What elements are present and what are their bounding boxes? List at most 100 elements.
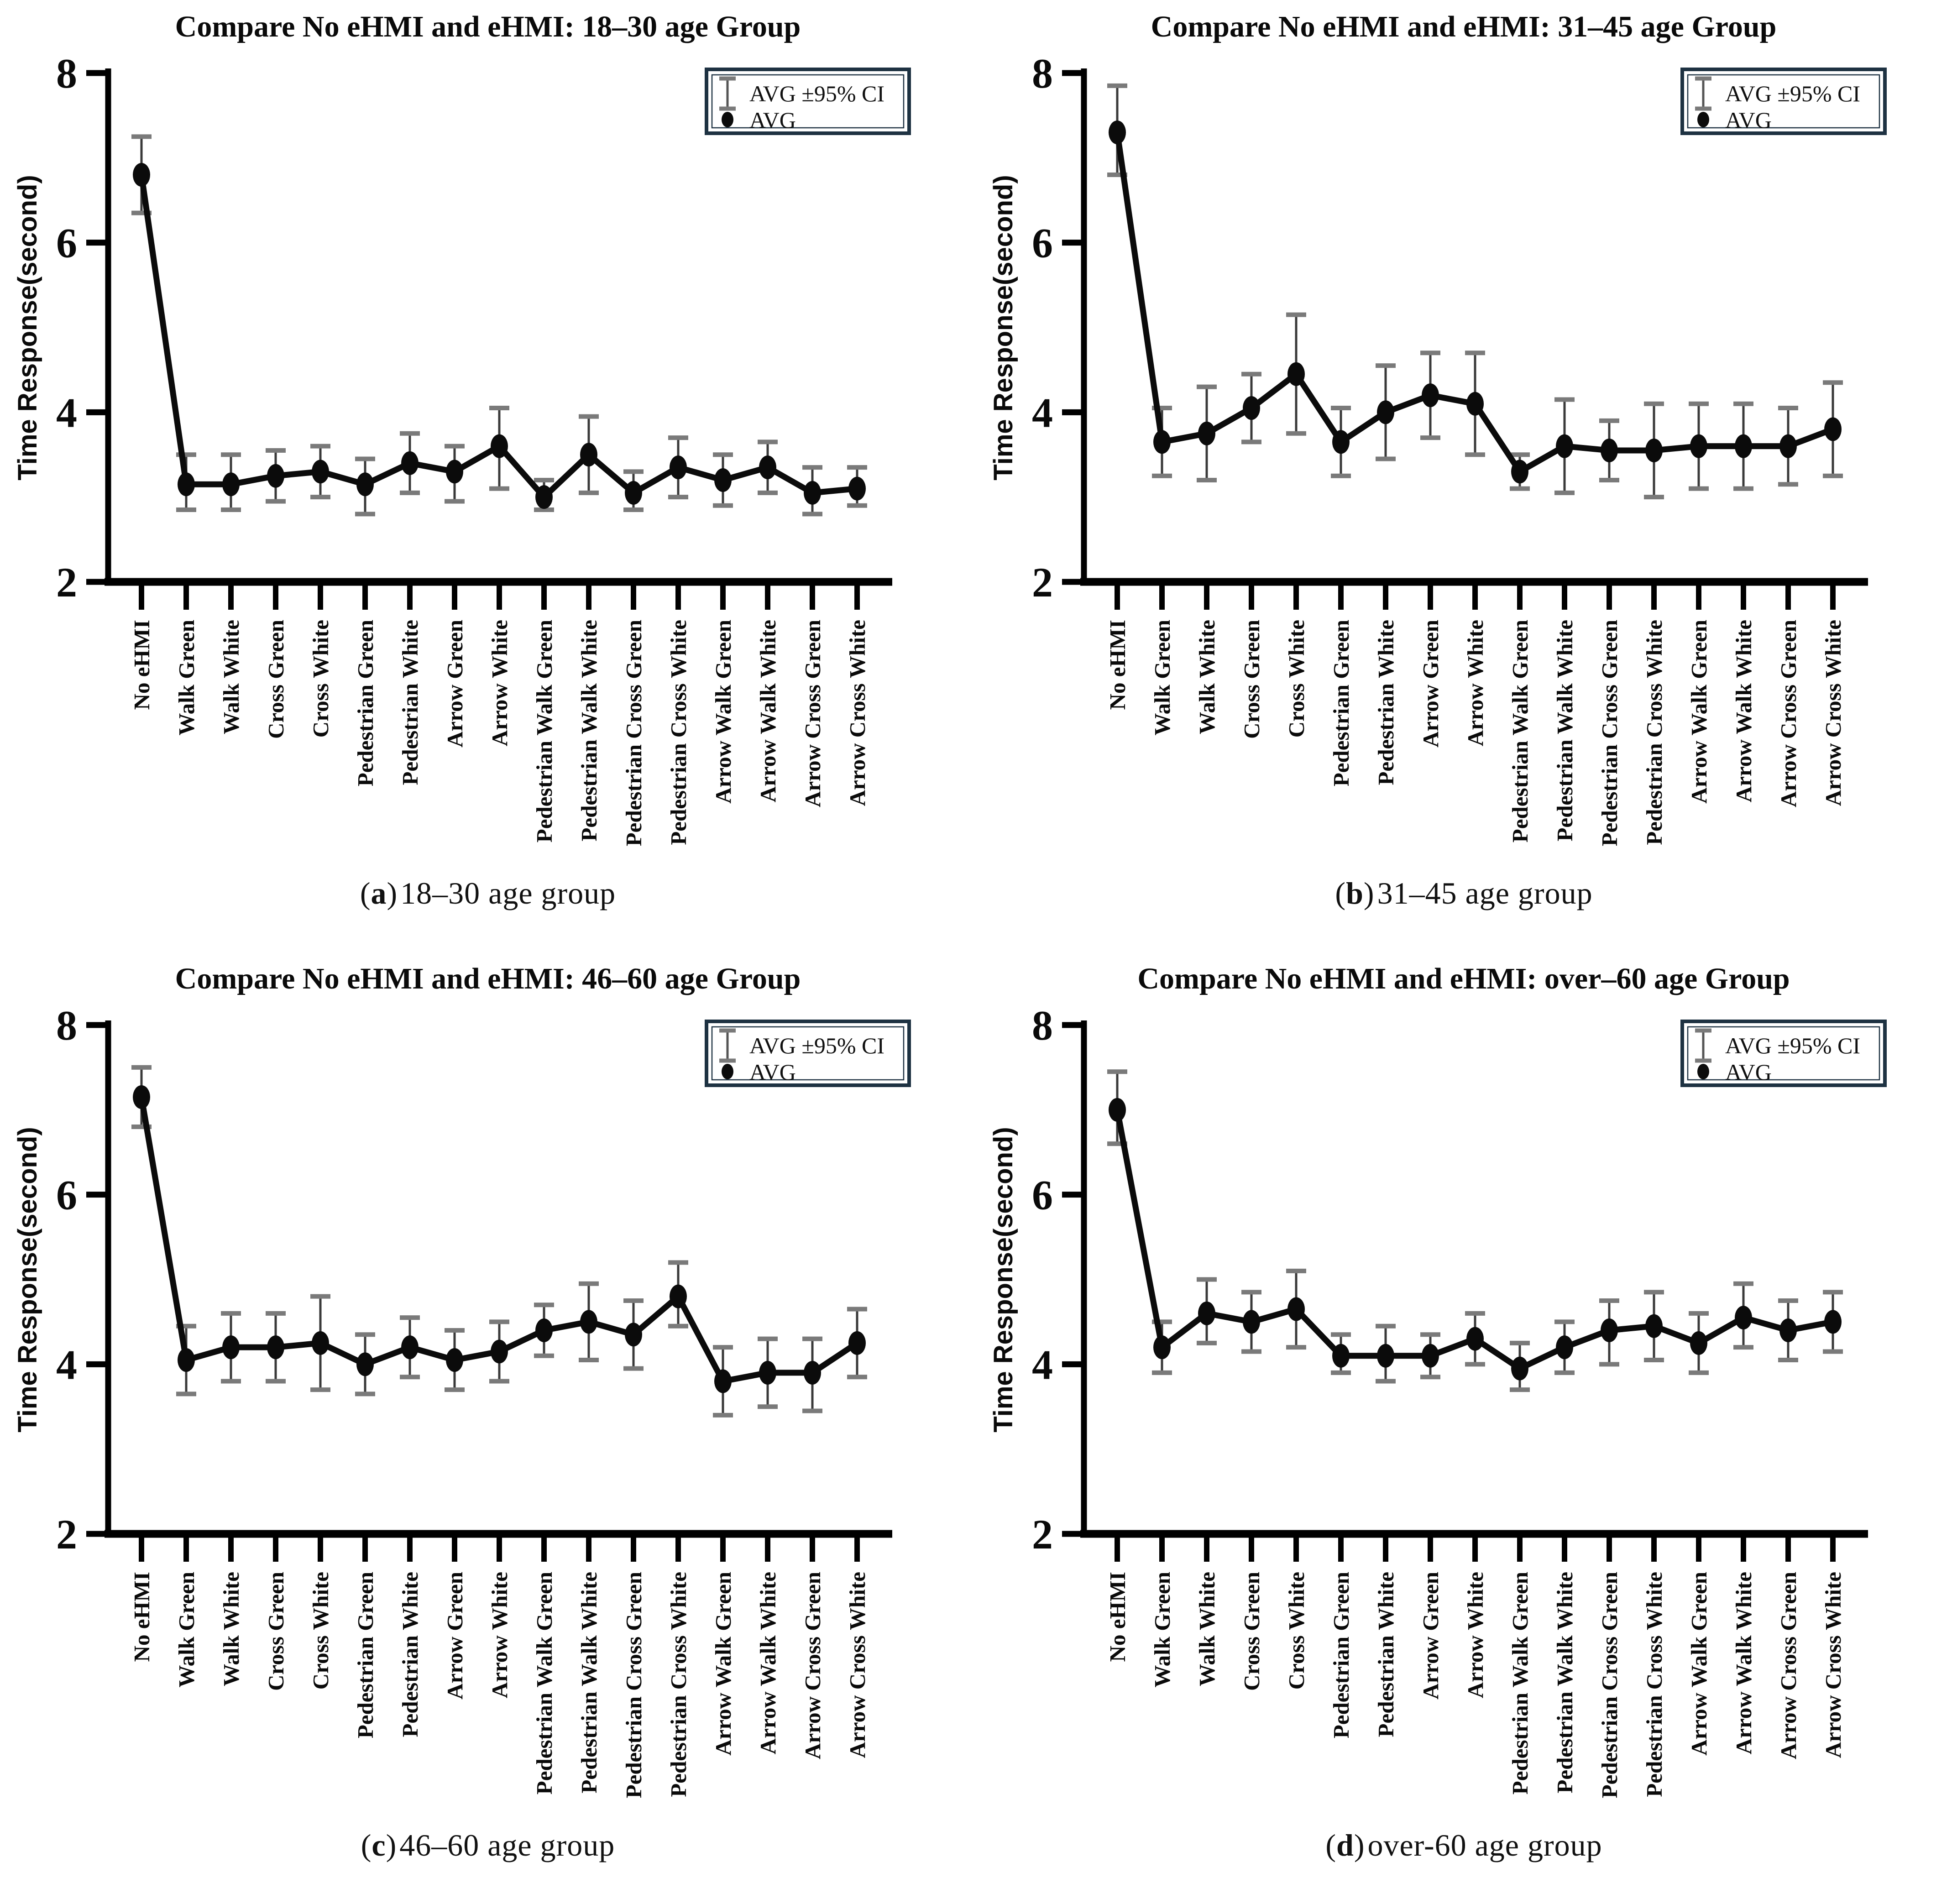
chart-title: Compare No eHMI and eHMI: 18–30 age Grou… xyxy=(175,10,801,43)
data-point xyxy=(356,1352,374,1376)
x-tick-label: Walk White xyxy=(1194,620,1219,734)
data-point xyxy=(1824,417,1842,441)
data-point xyxy=(1287,1297,1305,1321)
x-tick-label: Arrow Walk Green xyxy=(711,620,736,804)
x-tick-label: Arrow Cross White xyxy=(1821,620,1846,806)
data-point xyxy=(848,1331,866,1355)
x-tick-label: Arrow White xyxy=(1463,620,1488,746)
data-point xyxy=(848,476,866,501)
data-point xyxy=(535,485,553,509)
caption-text: 18–30 age group xyxy=(400,876,616,910)
data-point xyxy=(222,472,240,497)
y-tick-label: 2 xyxy=(56,559,77,606)
data-point xyxy=(625,1323,642,1347)
x-tick-label: Arrow Cross White xyxy=(845,1572,870,1758)
legend-avg-icon xyxy=(722,112,733,127)
x-tick-label: Pedestrian White xyxy=(1373,1572,1398,1737)
caption-letter: d xyxy=(1336,1828,1354,1862)
legend-box-inner xyxy=(711,1026,905,1081)
data-point xyxy=(491,434,508,458)
caption-paren-close: ) xyxy=(1363,876,1375,910)
data-point xyxy=(1422,383,1439,408)
data-point xyxy=(1556,1335,1573,1360)
x-tick-label: Walk Green xyxy=(1150,620,1175,736)
legend-box xyxy=(1680,68,1887,135)
x-tick-label: Pedestrian White xyxy=(1373,620,1398,785)
data-point xyxy=(580,1310,597,1334)
caption-paren-open: ( xyxy=(1335,876,1346,910)
chart-46-60: Compare No eHMI and eHMI: 46–60 age Grou… xyxy=(13,962,911,1798)
caption-paren-open: ( xyxy=(1325,1828,1337,1862)
data-point xyxy=(1287,362,1305,386)
y-tick-label: 8 xyxy=(56,50,77,97)
x-tick-label: Pedestrian Walk White xyxy=(576,1572,602,1794)
x-tick-label: No eHMI xyxy=(1105,620,1130,710)
legend-avg-icon xyxy=(1697,1064,1709,1079)
data-point xyxy=(222,1335,240,1360)
x-tick-label: Pedestrian Cross White xyxy=(1642,620,1667,845)
x-tick-label: Pedestrian Walk White xyxy=(576,620,602,842)
x-tick-label: Arrow Walk White xyxy=(1731,620,1756,802)
x-tick-label: Pedestrian Cross Green xyxy=(1597,620,1622,846)
data-point xyxy=(491,1339,508,1364)
y-axis-label: Time Response(second) xyxy=(13,175,42,480)
x-tick-label: Pedestrian Green xyxy=(353,1572,378,1738)
caption-text: 46–60 age group xyxy=(399,1828,615,1862)
x-tick-label: Arrow Green xyxy=(1418,620,1443,748)
x-tick-label: Cross White xyxy=(308,620,333,738)
data-point xyxy=(1466,392,1484,416)
panel-d: Compare No eHMI and eHMI: over–60 age Gr… xyxy=(976,952,1952,1904)
data-point xyxy=(1511,1356,1528,1381)
x-tick-label: Walk White xyxy=(219,620,244,734)
x-tick-label: Arrow Cross Green xyxy=(1776,620,1801,807)
x-tick-label: Pedestrian Green xyxy=(1329,1572,1354,1738)
data-point xyxy=(1511,460,1528,484)
data-point xyxy=(1198,1301,1215,1325)
x-tick-label: Pedestrian White xyxy=(398,1572,423,1737)
y-tick-label: 2 xyxy=(1032,1511,1053,1558)
data-point xyxy=(1601,1318,1618,1342)
legend-box-inner xyxy=(711,74,905,129)
x-tick-label: Pedestrian Cross Green xyxy=(1597,1572,1622,1798)
y-tick-label: 4 xyxy=(56,389,77,436)
data-point xyxy=(1332,430,1350,454)
x-tick-label: No eHMI xyxy=(129,1572,154,1662)
panel-caption: (c)46–60 age group xyxy=(0,1827,976,1863)
data-point xyxy=(1601,438,1618,462)
x-tick-label: Arrow Cross White xyxy=(1821,1572,1846,1758)
legend-avg-icon xyxy=(722,1064,733,1079)
data-point xyxy=(312,460,329,484)
x-tick-label: Arrow Walk Green xyxy=(1686,620,1711,804)
data-point xyxy=(1556,434,1573,458)
caption-letter: c xyxy=(372,1828,386,1862)
chart-over-60: Compare No eHMI and eHMI: over–60 age Gr… xyxy=(989,962,1887,1798)
data-point xyxy=(804,1360,821,1385)
caption-text: over-60 age group xyxy=(1367,1828,1602,1862)
x-tick-label: Cross Green xyxy=(1239,620,1264,739)
legend-ci-label: AVG ±95% CI xyxy=(749,1033,884,1058)
x-tick-label: Cross Green xyxy=(1239,1572,1264,1691)
data-point xyxy=(670,455,687,480)
x-tick-label: Pedestrian Walk Green xyxy=(1507,1572,1533,1794)
data-point xyxy=(178,1348,195,1372)
x-tick-label: Arrow Cross White xyxy=(845,620,870,806)
data-point xyxy=(1779,1318,1797,1342)
x-tick-label: Walk White xyxy=(219,1572,244,1686)
x-tick-label: Pedestrian Walk Green xyxy=(532,620,557,842)
data-point xyxy=(312,1331,329,1355)
x-tick-label: Pedestrian Cross White xyxy=(666,1572,691,1797)
x-tick-label: Pedestrian Cross Green xyxy=(621,1572,646,1798)
y-tick-label: 8 xyxy=(1032,50,1053,97)
data-point xyxy=(401,1335,419,1360)
x-tick-label: Pedestrian Cross White xyxy=(1642,1572,1667,1797)
data-point xyxy=(580,443,597,467)
data-point xyxy=(1690,434,1707,458)
x-tick-label: Cross White xyxy=(308,1572,333,1690)
data-point xyxy=(759,1360,776,1385)
data-point xyxy=(267,464,284,488)
x-tick-label: Arrow Cross Green xyxy=(1776,1572,1801,1759)
legend-avg-label: AVG xyxy=(749,107,796,133)
data-point xyxy=(1735,434,1752,458)
chart-18-30: Compare No eHMI and eHMI: 18–30 age Grou… xyxy=(13,10,911,846)
chart-title: Compare No eHMI and eHMI: over–60 age Gr… xyxy=(1137,962,1790,995)
